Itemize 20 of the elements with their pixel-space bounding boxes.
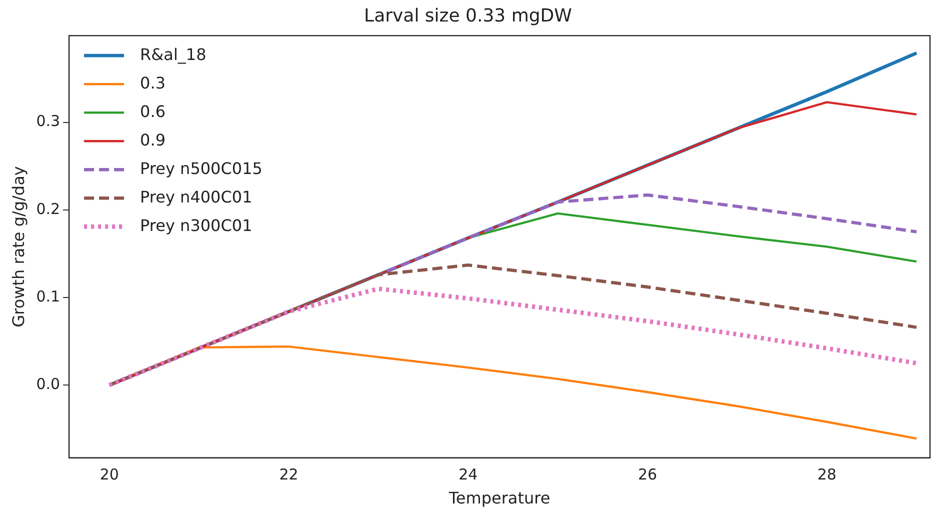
legend-label: 0.9 <box>140 130 166 150</box>
x-axis-title: Temperature <box>448 488 550 508</box>
y-tick-label: 0.3 <box>36 112 60 130</box>
legend-label: 0.3 <box>140 73 166 92</box>
y-axis-title: Growth rate g/g/day <box>8 166 28 328</box>
y-tick-label: 0.2 <box>36 200 60 218</box>
x-tick-label: 28 <box>817 466 836 484</box>
line-series <box>107 286 919 388</box>
x-tick-label: 20 <box>100 466 119 484</box>
x-tick-label: 26 <box>638 466 658 484</box>
x-tick-label: 22 <box>279 466 298 484</box>
legend-label: 0.6 <box>140 102 166 121</box>
legend-label: Prey n500C015 <box>140 158 262 178</box>
legend-label: Prey n300C01 <box>140 216 252 235</box>
chart-title: Larval size 0.33 mgDW <box>364 5 572 26</box>
y-tick-label: 0.0 <box>36 374 60 393</box>
y-tick-label: 0.1 <box>36 287 60 306</box>
legend-label: Prey n400C01 <box>140 187 252 206</box>
legend-label: R&al_18 <box>140 44 206 64</box>
x-tick-label: 24 <box>458 466 478 484</box>
